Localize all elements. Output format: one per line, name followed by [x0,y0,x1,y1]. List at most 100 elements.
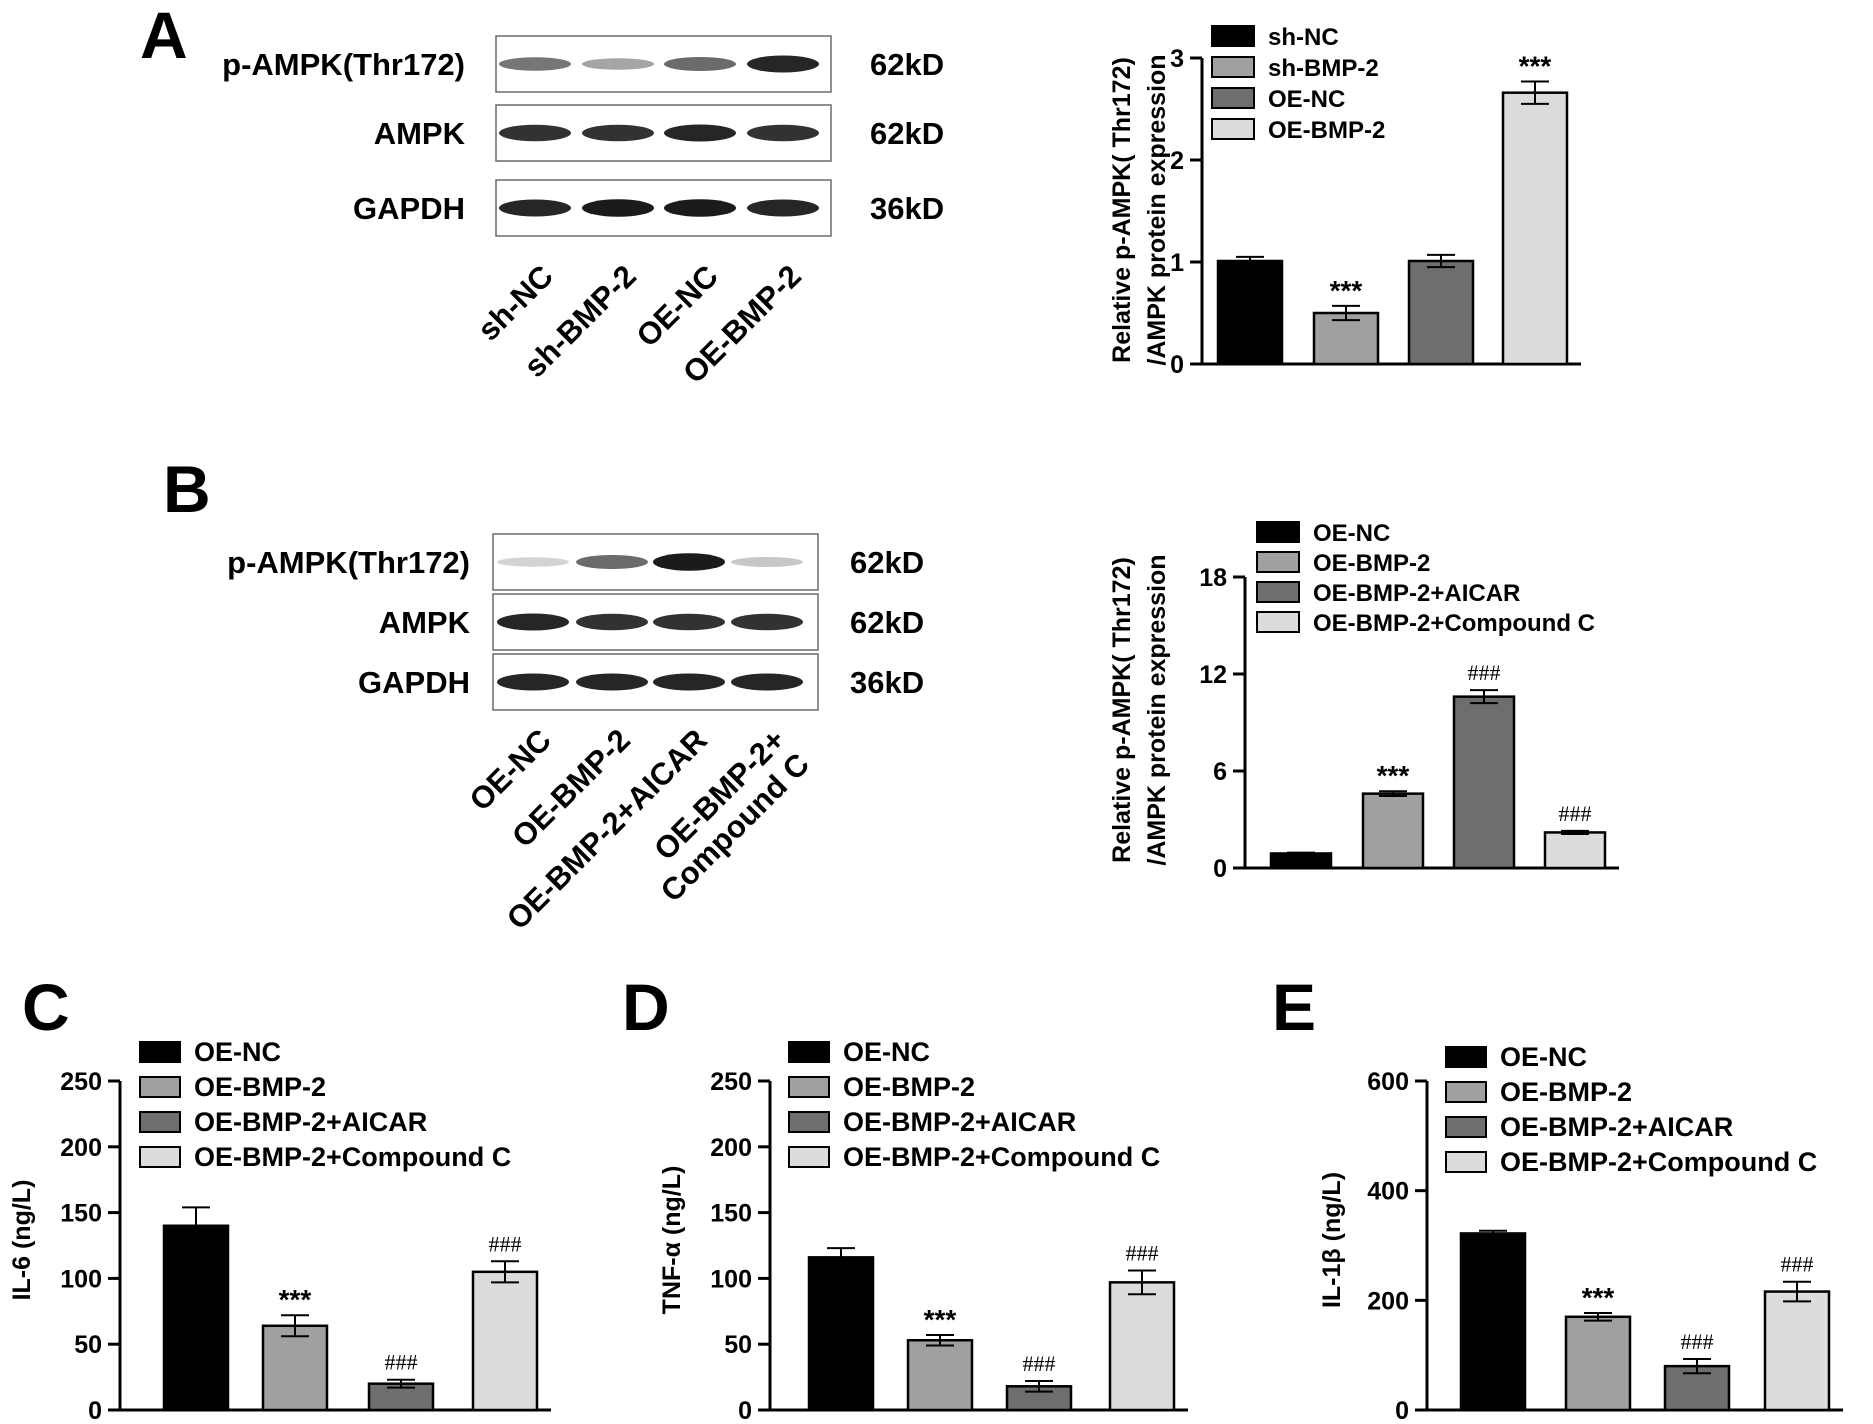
bar [471,1270,539,1412]
significance-label: ### [1023,1351,1056,1376]
y-axis-label-line: IL-6 (ng/L) [8,1180,36,1301]
legend-swatch [788,1041,830,1063]
blot-band [499,57,571,71]
blot-row-label: AMPK [379,605,471,640]
blot-band [653,553,725,571]
y-tick-label: 0 [1395,1397,1409,1424]
y-tick-label: 0 [1213,855,1227,883]
y-axis-label: IL-6 (ng/L) [8,1180,36,1301]
blot-band [731,557,803,567]
bar [1564,1315,1632,1412]
y-tick-label: 0 [1170,351,1184,379]
significance-label: ### [489,1231,522,1256]
bar [1361,792,1425,870]
legend-label: OE-BMP-2 [1313,550,1430,577]
blot-band [731,613,803,631]
bar [1108,1281,1176,1412]
legend-label: sh-BMP-2 [1268,55,1379,82]
bar [1452,695,1516,870]
lane-label: OE-BMP-2+Compound C [630,722,816,908]
significance-label: *** [924,1304,957,1335]
blot-row-label: GAPDH [353,191,465,226]
y-tick-label: 6 [1213,758,1227,786]
blot-band [747,55,819,73]
y-tick-label: 400 [1367,1178,1409,1206]
y-tick-label: 100 [710,1265,752,1293]
blot-band [576,555,648,569]
blot-band [582,199,654,217]
y-axis-label: Relative p-AMPK( Thr172)/AMPK protein ex… [1108,554,1171,865]
legend-label: OE-BMP-2+AICAR [194,1107,427,1137]
blot-row-label: GAPDH [358,665,470,700]
legend-label: OE-BMP-2 [194,1072,326,1102]
blot-kd-label: 62kD [850,545,924,580]
legend-label: sh-NC [1268,24,1339,51]
bar [1543,831,1607,870]
blot-band [582,124,654,142]
legend-swatch [1211,87,1255,109]
bar [162,1224,230,1412]
legend-swatch [139,1111,181,1133]
y-tick-label: 150 [710,1200,752,1228]
blot-row-label: p-AMPK(Thr172) [222,47,465,82]
y-tick-label: 50 [724,1331,752,1359]
bar-chart-c: 0 50 100 150 200 250 IL-6 (ng/L) *** ### ### OE-NC… [8,1037,551,1424]
y-axis-label-line: IL-1β (ng/L) [1318,1172,1346,1308]
y-tick-label: 200 [710,1134,752,1162]
legend-label: OE-BMP-2+AICAR [843,1107,1076,1137]
significance-label: ### [1781,1252,1814,1277]
significance-label: *** [1330,275,1363,306]
blot-band [664,199,736,217]
y-tick-label: 0 [88,1397,102,1424]
panel-letter-c: C [22,970,70,1044]
bar [1501,91,1569,366]
y-tick-label: 200 [60,1134,102,1162]
legend-label: OE-NC [1268,86,1345,113]
y-axis-label-line: /AMPK protein expression [1143,54,1171,365]
blot-band [653,613,725,631]
legend-label: OE-NC [843,1037,930,1067]
y-tick-label: 50 [74,1331,102,1359]
bar [1407,259,1475,366]
bar [1269,852,1333,870]
significance-label: *** [1519,50,1552,81]
legend-label: OE-BMP-2+AICAR [1500,1112,1733,1142]
blot-band [664,57,736,71]
significance-label: *** [279,1284,312,1315]
bar-chart-b: 0 6 12 18 Relative p-AMPK( Thr172)/AMPK prot… [1108,520,1619,883]
legend-label: OE-BMP-2 [1268,117,1385,144]
y-axis-label-line: Relative p-AMPK( Thr172) [1108,57,1136,363]
blot-kd-label: 36kD [850,665,924,700]
blot-band [497,557,569,567]
blot-band [747,199,819,217]
bar [1216,259,1284,366]
y-axis-label: TNF-α (ng/L) [658,1166,686,1315]
legend-swatch [788,1146,830,1168]
blot-row-label: p-AMPK(Thr172) [227,545,470,580]
legend-label: OE-BMP-2+Compound C [1313,610,1595,637]
legend-swatch [1256,521,1300,543]
significance-label: ### [385,1350,418,1375]
blot-kd-label: 62kD [870,116,944,151]
legend-swatch [1256,551,1300,573]
bar-chart-e: 0 200 400 600 IL-1β (ng/L) *** ### ### OE-NC OE-B… [1318,1042,1843,1424]
legend-swatch [1256,611,1300,633]
bar [1312,311,1380,366]
legend-swatch [788,1076,830,1098]
legend-label: OE-NC [194,1037,281,1067]
legend-swatch [1211,118,1255,140]
blot-band [653,673,725,691]
legend-swatch [1445,1116,1487,1138]
significance-label: ### [1681,1329,1714,1354]
blot-band [497,673,569,691]
y-tick-label: 12 [1199,661,1227,689]
legend-swatch [139,1076,181,1098]
legend-swatch [1256,581,1300,603]
y-tick-label: 1 [1170,249,1184,277]
y-axis-label-line: /AMPK protein expression [1143,554,1171,865]
blot-band [576,673,648,691]
legend-label: OE-NC [1500,1042,1587,1072]
